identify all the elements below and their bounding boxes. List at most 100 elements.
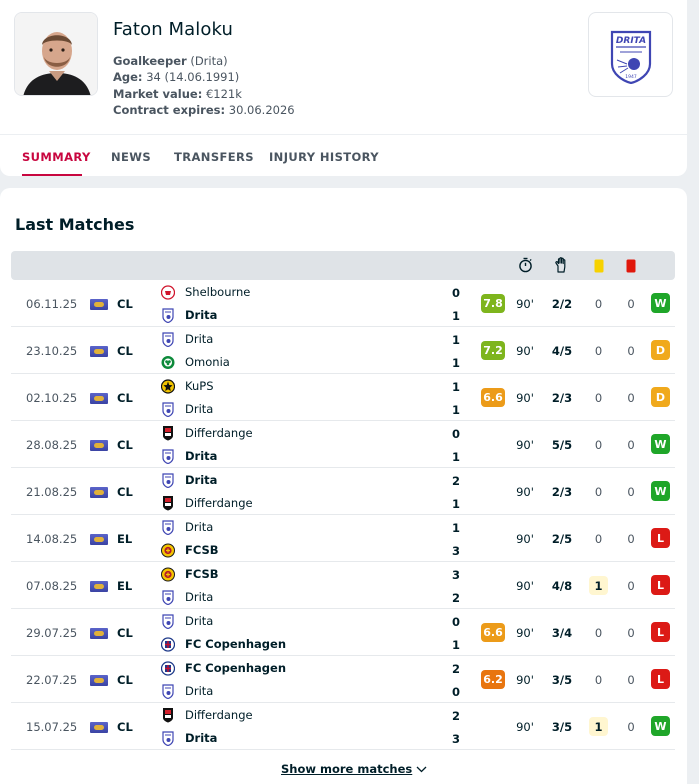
saves: 2/3	[551, 485, 573, 499]
match-row[interactable]: 29.07.25 CL Drita FC Copenhagen 0 1 6.6 90' 3/4 0…	[11, 609, 675, 656]
tab-injury-history[interactable]: INJURY HISTORY	[269, 150, 380, 164]
match-row[interactable]: 21.08.25 CL Drita Differdange 2 1 90' 2/3 0 0 W	[11, 468, 675, 515]
yellow-cards: 0	[594, 390, 603, 405]
away-team: Differdange	[161, 494, 253, 512]
result-badge: L	[651, 575, 670, 595]
red-cards: 0	[627, 719, 635, 734]
yellow-cards: 0	[594, 484, 603, 499]
competition-label: EL	[117, 579, 133, 593]
matches-table-header	[11, 251, 675, 280]
chevron-down-icon	[416, 766, 427, 772]
tabs-divider	[0, 134, 687, 135]
player-contract: Contract expires: 30.06.2026	[113, 103, 295, 117]
player-rating-badge: 6.2	[481, 670, 505, 689]
match-row[interactable]: 02.10.25 CL KuPS Drita 1 1 6.6 90' 2/3 0 0 D	[11, 374, 675, 421]
match-row[interactable]: 23.10.25 CL Drita Omonia 1 1 7.2 90' 4/5 0 0 D	[11, 327, 675, 374]
competition-flag-icon	[90, 534, 108, 545]
stopwatch-icon	[518, 257, 533, 277]
player-rating-badge: 6.6	[481, 388, 505, 407]
match-date: 22.07.25	[26, 673, 78, 687]
away-team-name: FCSB	[185, 543, 219, 557]
result-badge: W	[651, 434, 670, 454]
competition-label: CL	[117, 344, 133, 358]
saves: 3/5	[551, 673, 573, 687]
differdange-crest	[161, 495, 175, 511]
home-score: 2	[451, 709, 460, 723]
result-badge: W	[651, 481, 670, 501]
minutes-played: 90'	[516, 579, 534, 593]
red-cards: 0	[627, 531, 635, 546]
saves: 5/5	[551, 438, 573, 452]
minutes-played: 90'	[516, 391, 534, 405]
drita-crest	[161, 519, 175, 535]
away-team-name: FC Copenhagen	[185, 637, 287, 651]
match-date: 23.10.25	[26, 344, 78, 358]
result-badge: L	[651, 528, 670, 548]
home-team-name: Differdange	[185, 708, 253, 722]
competition-flag-icon	[90, 299, 108, 310]
yellow-cards: 0	[594, 625, 603, 640]
red-cards: 0	[627, 625, 635, 640]
home-team: FCSB	[161, 565, 219, 583]
away-team: FCSB	[161, 541, 219, 559]
home-team-name: FCSB	[185, 567, 219, 581]
home-team: FC Copenhagen	[161, 659, 286, 677]
saves: 3/4	[551, 626, 573, 640]
match-date: 06.11.25	[26, 297, 78, 311]
saves: 2/5	[551, 532, 573, 546]
away-score: 1	[451, 638, 460, 652]
match-date: 29.07.25	[26, 626, 78, 640]
home-score: 1	[451, 333, 460, 347]
home-team: Differdange	[161, 424, 253, 442]
home-team: Differdange	[161, 706, 253, 724]
home-team: Drita	[161, 518, 213, 536]
yellow-cards: 1	[589, 717, 608, 736]
tab-transfers[interactable]: TRANSFERS	[174, 150, 254, 164]
away-team: Drita	[161, 682, 213, 700]
match-row[interactable]: 06.11.25 CL Shelbourne Drita 0 1 7.8 90' 2/2 0 0 W	[11, 280, 675, 327]
tab-summary[interactable]: SUMMARY	[22, 150, 91, 164]
competition-label: CL	[117, 626, 133, 640]
home-team: Drita	[161, 330, 213, 348]
club-logo[interactable]: DRITA 1947	[588, 12, 673, 97]
home-team-name: Drita	[185, 473, 218, 487]
away-team-name: Drita	[185, 402, 214, 416]
match-row[interactable]: 15.07.25 CL Differdange Drita 2 3 90' 3/5 1 0 W	[11, 703, 675, 750]
away-team-name: Drita	[185, 308, 218, 322]
away-score: 3	[451, 544, 460, 558]
last-matches-section: Last Matches 06.11.25 CL Shelbourne Drita 0 1…	[0, 188, 687, 784]
competition-flag-icon	[90, 440, 108, 451]
minutes-played: 90'	[516, 344, 534, 358]
fcsb-crest	[161, 566, 175, 582]
player-position: Goalkeeper (Drita)	[113, 54, 228, 68]
red-cards: 0	[627, 437, 635, 452]
yellow-cards: 0	[594, 437, 603, 452]
match-row[interactable]: 28.08.25 CL Differdange Drita 0 1 90' 5/5 0 0 W	[11, 421, 675, 468]
home-team-name: Differdange	[185, 426, 253, 440]
home-score: 1	[451, 521, 460, 535]
match-date: 15.07.25	[26, 720, 78, 734]
red-cards: 0	[627, 484, 635, 499]
show-more-label: Show more matches	[281, 762, 413, 776]
match-row[interactable]: 07.08.25 EL FCSB Drita 3 2 90' 4/8 1 0 L	[11, 562, 675, 609]
home-team: Drita	[161, 612, 213, 630]
result-badge: L	[651, 669, 670, 689]
show-more-matches-link[interactable]: Show more matches	[281, 762, 427, 776]
player-age: Age: 34 (14.06.1991)	[113, 70, 240, 84]
away-score: 0	[451, 685, 460, 699]
red-cards: 0	[627, 296, 635, 311]
competition-label: CL	[117, 485, 133, 499]
match-row[interactable]: 22.07.25 CL FC Copenhagen Drita 2 0 6.2 90' 3/5 0…	[11, 656, 675, 703]
result-badge: D	[651, 340, 670, 360]
match-row[interactable]: 14.08.25 EL Drita FCSB 1 3 90' 2/5 0 0 L	[11, 515, 675, 562]
home-team-name: Drita	[185, 520, 214, 534]
tab-news[interactable]: NEWS	[111, 150, 152, 164]
red-cards: 0	[627, 343, 635, 358]
yellow-cards: 0	[594, 343, 603, 358]
player-rating-badge: 7.2	[481, 341, 505, 360]
minutes-played: 90'	[516, 438, 534, 452]
yellow-cards: 1	[589, 576, 608, 595]
home-score: 2	[451, 474, 460, 488]
yellow-cards: 0	[594, 296, 603, 311]
away-team: Drita	[161, 306, 217, 324]
